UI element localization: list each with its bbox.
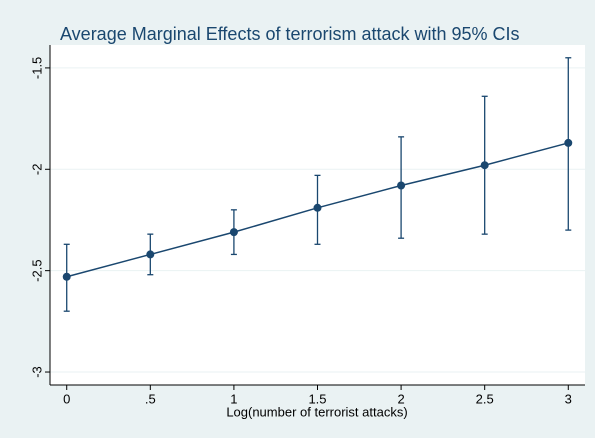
y-tick-label: -3 xyxy=(29,366,44,378)
x-tick-label: 2.5 xyxy=(476,391,494,406)
x-tick-label: 1 xyxy=(230,391,237,406)
y-tick-label: -2 xyxy=(29,164,44,176)
x-axis-title: Log(number of terrorist attacks) xyxy=(226,404,407,419)
point xyxy=(397,181,406,190)
point xyxy=(564,138,573,147)
x-tick-label: 2 xyxy=(397,391,404,406)
y-tick-label: -2.5 xyxy=(29,259,44,281)
x-tick-label: 1.5 xyxy=(308,391,326,406)
x-tick-label: 0 xyxy=(63,391,70,406)
point xyxy=(146,250,155,259)
point xyxy=(480,161,489,170)
chart-title: Average Marginal Effects of terrorism at… xyxy=(60,24,520,44)
point xyxy=(229,228,238,237)
x-tick-label: 3 xyxy=(565,391,572,406)
point xyxy=(313,203,322,212)
y-tick-label: -1.5 xyxy=(29,57,44,79)
x-tick-label: .5 xyxy=(145,391,156,406)
point xyxy=(62,272,71,281)
